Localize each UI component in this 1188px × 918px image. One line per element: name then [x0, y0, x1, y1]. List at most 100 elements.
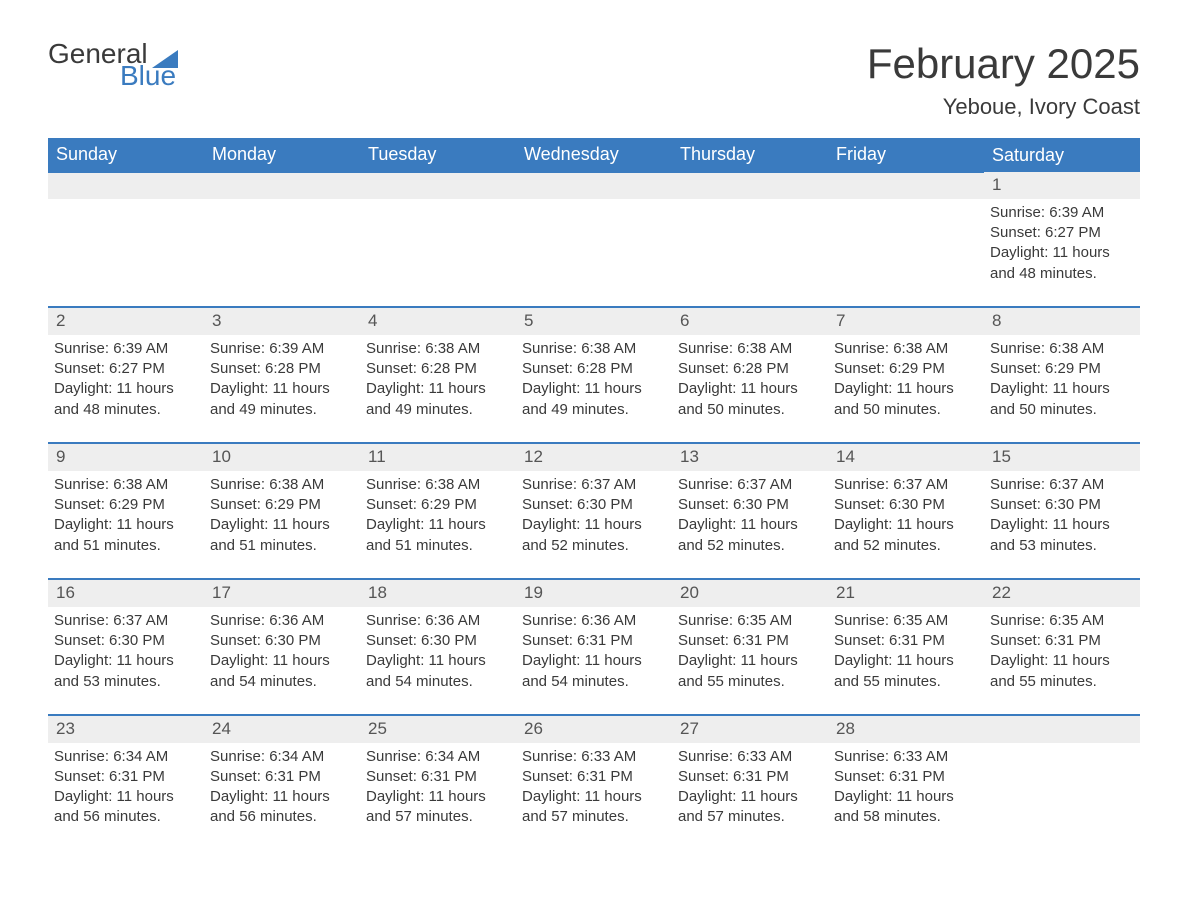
day-info-cell: Sunrise: 6:37 AMSunset: 6:30 PMDaylight:…: [48, 607, 204, 715]
day-number-cell: 9: [48, 443, 204, 471]
day-info-cell: Sunrise: 6:37 AMSunset: 6:30 PMDaylight:…: [828, 471, 984, 579]
daylight-line: Daylight: 11 hours and 50 minutes.: [834, 380, 954, 417]
brand-logo: General Blue: [48, 40, 178, 90]
sunrise-line: Sunrise: 6:39 AM: [990, 204, 1104, 221]
daylight-line: Daylight: 11 hours and 52 minutes.: [834, 516, 954, 553]
sunrise-line: Sunrise: 6:33 AM: [522, 748, 636, 765]
sunset-line: Sunset: 6:29 PM: [990, 360, 1101, 377]
day-info-cell: [828, 199, 984, 307]
day-info-cell: Sunrise: 6:38 AMSunset: 6:29 PMDaylight:…: [360, 471, 516, 579]
sunset-line: Sunset: 6:29 PM: [210, 496, 321, 513]
day-number-cell: 27: [672, 715, 828, 743]
day-info-cell: Sunrise: 6:34 AMSunset: 6:31 PMDaylight:…: [204, 743, 360, 850]
day-number-cell: 6: [672, 307, 828, 335]
daylight-line: Daylight: 11 hours and 57 minutes.: [522, 788, 642, 825]
day-number-cell: 7: [828, 307, 984, 335]
day-info-cell: Sunrise: 6:38 AMSunset: 6:29 PMDaylight:…: [828, 335, 984, 443]
day-number-cell: [360, 172, 516, 199]
daylight-line: Daylight: 11 hours and 54 minutes.: [366, 652, 486, 689]
day-number-cell: 5: [516, 307, 672, 335]
day-info-cell: Sunrise: 6:36 AMSunset: 6:31 PMDaylight:…: [516, 607, 672, 715]
sunrise-line: Sunrise: 6:38 AM: [54, 476, 168, 493]
calendar-table: SundayMondayTuesdayWednesdayThursdayFrid…: [48, 138, 1140, 850]
weekday-header: Sunday: [48, 138, 204, 172]
sunset-line: Sunset: 6:29 PM: [366, 496, 477, 513]
sunrise-line: Sunrise: 6:38 AM: [834, 340, 948, 357]
sunset-line: Sunset: 6:30 PM: [990, 496, 1101, 513]
sunrise-line: Sunrise: 6:34 AM: [210, 748, 324, 765]
daylight-line: Daylight: 11 hours and 50 minutes.: [990, 380, 1110, 417]
day-info-cell: [984, 743, 1140, 850]
sunset-line: Sunset: 6:31 PM: [54, 768, 165, 785]
day-info-cell: Sunrise: 6:39 AMSunset: 6:27 PMDaylight:…: [48, 335, 204, 443]
day-number-cell: 15: [984, 443, 1140, 471]
day-info-cell: Sunrise: 6:34 AMSunset: 6:31 PMDaylight:…: [360, 743, 516, 850]
sunset-line: Sunset: 6:30 PM: [678, 496, 789, 513]
sunset-line: Sunset: 6:30 PM: [522, 496, 633, 513]
daylight-line: Daylight: 11 hours and 54 minutes.: [522, 652, 642, 689]
sunset-line: Sunset: 6:31 PM: [522, 768, 633, 785]
weekday-header: Saturday: [984, 138, 1140, 172]
daylight-line: Daylight: 11 hours and 49 minutes.: [366, 380, 486, 417]
daylight-line: Daylight: 11 hours and 54 minutes.: [210, 652, 330, 689]
day-info-cell: Sunrise: 6:38 AM Sunset: 6:28 PM Daylight:…: [516, 335, 672, 443]
day-number-cell: 12: [516, 443, 672, 471]
sunrise-line: Sunrise: 6:37 AM: [678, 476, 792, 493]
day-info-cell: Sunrise: 6:38 AMSunset: 6:28 PMDaylight:…: [360, 335, 516, 443]
day-info-cell: Sunrise: 6:39 AMSunset: 6:28 PMDaylight:…: [204, 335, 360, 443]
sunset-line: Sunset: 6:31 PM: [990, 632, 1101, 649]
day-info-cell: Sunrise: 6:35 AM Sunset: 6:31 PM Daylight:…: [672, 607, 828, 715]
daylight-line: Daylight: 11 hours and 53 minutes.: [54, 652, 174, 689]
day-number-cell: 18: [360, 579, 516, 607]
day-info-cell: [672, 199, 828, 307]
daylight-line: Daylight: 11 hours and 55 minutes.: [834, 652, 954, 689]
sunset-line: Sunset: 6:30 PM: [210, 632, 321, 649]
sunset-line: Sunset: 6:28 PM: [210, 360, 321, 377]
day-number-cell: 26: [516, 715, 672, 743]
sunrise-line: Sunrise: 6:38 AM: [678, 340, 792, 357]
brand-text-2: Blue: [120, 62, 178, 90]
daylight-line: Daylight: 11 hours and 50 minutes.: [678, 380, 798, 417]
daylight-line: Daylight: 11 hours and 56 minutes.: [54, 788, 174, 825]
sunrise-line: Sunrise: 6:35 AM: [834, 612, 948, 629]
daylight-line: Daylight: 11 hours and 55 minutes.: [678, 652, 798, 689]
day-info-cell: Sunrise: 6:37 AM Sunset: 6:30 PM Daylight:…: [672, 471, 828, 579]
day-number-cell: 2: [48, 307, 204, 335]
sunset-line: Sunset: 6:28 PM: [522, 360, 633, 377]
day-number-cell: [48, 172, 204, 199]
sunset-line: Sunset: 6:29 PM: [54, 496, 165, 513]
day-number-cell: [516, 172, 672, 199]
sunrise-line: Sunrise: 6:38 AM: [522, 340, 636, 357]
day-info-cell: Sunrise: 6:37 AMSunset: 6:30 PMDaylight:…: [516, 471, 672, 579]
sunset-line: Sunset: 6:31 PM: [834, 768, 945, 785]
day-number-cell: 10: [204, 443, 360, 471]
daylight-line: Daylight: 11 hours and 53 minutes.: [990, 516, 1110, 553]
day-number-cell: 20: [672, 579, 828, 607]
day-info-cell: Sunrise: 6:36 AM Sunset: 6:30 PM Daylight:…: [360, 607, 516, 715]
day-info-cell: Sunrise: 6:38 AM Sunset: 6:29 PM Daylight:…: [984, 335, 1140, 443]
day-info-cell: Sunrise: 6:33 AMSunset: 6:31 PMDaylight:…: [672, 743, 828, 850]
sunset-line: Sunset: 6:31 PM: [678, 632, 789, 649]
sunset-line: Sunset: 6:31 PM: [678, 768, 789, 785]
sunrise-line: Sunrise: 6:36 AM: [366, 612, 480, 629]
day-info-cell: Sunrise: 6:39 AMSunset: 6:27 PMDaylight:…: [984, 199, 1140, 307]
sunrise-line: Sunrise: 6:35 AM: [678, 612, 792, 629]
daylight-line: Daylight: 11 hours and 52 minutes.: [678, 516, 798, 553]
day-number-cell: 21: [828, 579, 984, 607]
sunrise-line: Sunrise: 6:38 AM: [990, 340, 1104, 357]
day-number-cell: 4: [360, 307, 516, 335]
day-info-cell: Sunrise: 6:37 AMSunset: 6:30 PMDaylight:…: [984, 471, 1140, 579]
day-number-cell: 19: [516, 579, 672, 607]
daylight-line: Daylight: 11 hours and 49 minutes.: [522, 380, 642, 417]
day-info-cell: [204, 199, 360, 307]
sunrise-line: Sunrise: 6:34 AM: [366, 748, 480, 765]
daylight-line: Daylight: 11 hours and 48 minutes.: [990, 244, 1110, 281]
sunrise-line: Sunrise: 6:38 AM: [210, 476, 324, 493]
daylight-line: Daylight: 11 hours and 51 minutes.: [54, 516, 174, 553]
sunset-line: Sunset: 6:30 PM: [366, 632, 477, 649]
day-info-cell: Sunrise: 6:35 AMSunset: 6:31 PMDaylight:…: [828, 607, 984, 715]
sunrise-line: Sunrise: 6:36 AM: [210, 612, 324, 629]
daylight-line: Daylight: 11 hours and 48 minutes.: [54, 380, 174, 417]
day-number-cell: 11: [360, 443, 516, 471]
day-number-cell: 23: [48, 715, 204, 743]
